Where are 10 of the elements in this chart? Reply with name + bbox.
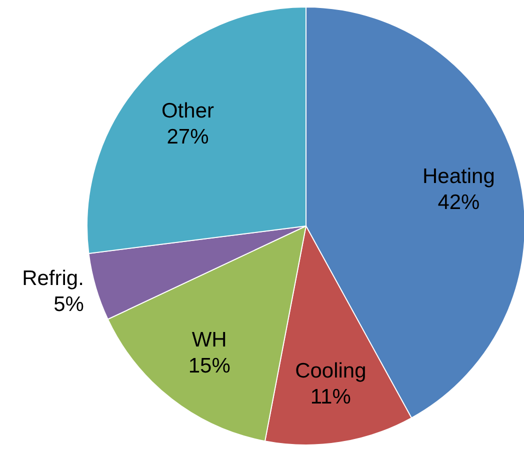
slice-label: Cooling (295, 360, 366, 383)
slice-label: WH (192, 328, 227, 352)
data-label: 15% (188, 354, 230, 378)
slice-label: Other (161, 100, 214, 123)
data-label: 27% (166, 126, 209, 149)
slice-label: Refrig. (22, 266, 84, 290)
data-label: 5% (54, 292, 84, 316)
data-label: 11% (310, 386, 351, 409)
slice-label: Heating (422, 164, 495, 188)
data-label: 42% (438, 190, 480, 214)
